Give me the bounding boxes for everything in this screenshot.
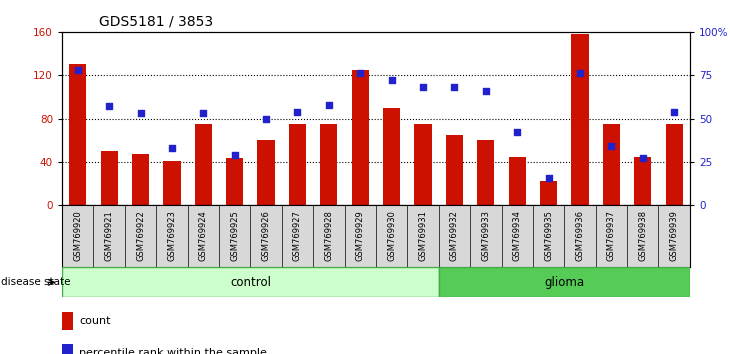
Text: GSM769933: GSM769933: [481, 210, 491, 261]
Bar: [62, 312, 73, 330]
Point: [543, 175, 555, 181]
Text: GSM769935: GSM769935: [544, 210, 553, 261]
Bar: [446, 135, 463, 205]
Point: [511, 130, 523, 135]
Point: [166, 145, 178, 151]
Text: GSM769923: GSM769923: [167, 210, 177, 261]
Point: [323, 102, 334, 108]
Point: [292, 109, 304, 114]
Text: control: control: [230, 276, 271, 289]
Point: [104, 104, 115, 109]
Bar: [666, 124, 683, 205]
Text: GSM769930: GSM769930: [387, 210, 396, 261]
Text: GSM769926: GSM769926: [261, 210, 271, 261]
Bar: [439, 267, 690, 297]
Text: percentile rank within the sample: percentile rank within the sample: [80, 348, 267, 354]
Point: [134, 110, 146, 116]
Text: count: count: [80, 316, 111, 326]
Point: [574, 71, 585, 76]
Bar: [572, 34, 588, 205]
Point: [418, 85, 429, 90]
Point: [448, 85, 461, 90]
Text: GSM769932: GSM769932: [450, 210, 459, 261]
Bar: [226, 158, 243, 205]
Text: GSM769929: GSM769929: [356, 210, 365, 261]
Text: disease state: disease state: [1, 277, 70, 287]
Point: [355, 71, 366, 76]
Bar: [101, 151, 118, 205]
Point: [606, 143, 618, 149]
Bar: [62, 344, 73, 354]
Text: GSM769924: GSM769924: [199, 210, 208, 261]
Bar: [289, 124, 306, 205]
Bar: [540, 182, 557, 205]
Bar: [164, 161, 180, 205]
Text: GSM769938: GSM769938: [638, 210, 648, 261]
Bar: [509, 156, 526, 205]
Bar: [352, 70, 369, 205]
Point: [385, 78, 397, 83]
Point: [229, 152, 241, 158]
Text: GSM769920: GSM769920: [73, 210, 82, 261]
Text: GSM769927: GSM769927: [293, 210, 302, 261]
Text: GSM769931: GSM769931: [418, 210, 428, 261]
Text: glioma: glioma: [545, 276, 584, 289]
Text: GSM769936: GSM769936: [575, 210, 585, 261]
Bar: [477, 140, 494, 205]
Bar: [258, 140, 274, 205]
Text: GSM769928: GSM769928: [324, 210, 334, 261]
Bar: [383, 108, 400, 205]
Text: GSM769921: GSM769921: [104, 210, 114, 261]
Text: GSM769925: GSM769925: [230, 210, 239, 261]
Bar: [320, 124, 337, 205]
Bar: [603, 124, 620, 205]
Text: GSM769922: GSM769922: [136, 210, 145, 261]
Bar: [415, 124, 431, 205]
Bar: [195, 124, 212, 205]
Text: GSM769937: GSM769937: [607, 210, 616, 261]
Bar: [132, 154, 149, 205]
Text: GSM769934: GSM769934: [512, 210, 522, 261]
Point: [72, 67, 84, 73]
Bar: [62, 267, 439, 297]
Point: [669, 109, 680, 114]
Text: GSM769939: GSM769939: [669, 210, 679, 261]
Text: GDS5181 / 3853: GDS5181 / 3853: [99, 14, 212, 28]
Point: [637, 156, 648, 161]
Bar: [634, 156, 651, 205]
Point: [480, 88, 492, 94]
Point: [261, 116, 272, 121]
Point: [197, 110, 210, 116]
Bar: [69, 64, 86, 205]
